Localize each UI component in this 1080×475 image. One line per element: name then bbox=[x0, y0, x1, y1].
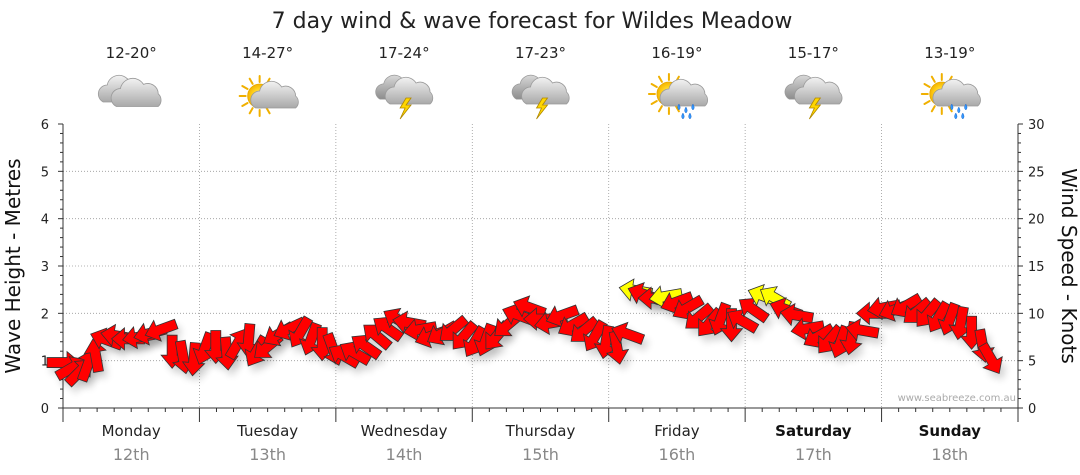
day-name: Monday bbox=[102, 422, 161, 440]
wind-arrow-shadow bbox=[677, 301, 709, 326]
tick-label-right: 15 bbox=[1028, 260, 1045, 275]
y-axis-right-ticks: 0 5 10 15 20 25 30 bbox=[1028, 118, 1045, 417]
wind-arrow bbox=[288, 315, 314, 348]
wind-arrow bbox=[977, 341, 1003, 375]
wind-arrow bbox=[582, 319, 608, 352]
temp-range: 17-23° bbox=[515, 44, 566, 62]
day-date: 15th bbox=[522, 445, 559, 464]
day-labels: Monday 12th Tuesday 13th Wednesday 14th Thursd… bbox=[102, 422, 982, 464]
wind-arrow-shadows bbox=[51, 285, 1007, 393]
day-date: 12th bbox=[113, 445, 150, 464]
axes bbox=[58, 123, 1023, 422]
wind-arrow bbox=[298, 321, 322, 356]
wind-arrow bbox=[605, 330, 630, 365]
wind-arrow bbox=[363, 324, 393, 351]
wind-arrow bbox=[779, 302, 815, 327]
cloudy-icon bbox=[97, 74, 162, 107]
temp-range: 13-19° bbox=[924, 44, 975, 62]
wind-arrow bbox=[790, 317, 825, 341]
day-name: Sunday bbox=[919, 422, 982, 440]
day-name: Tuesday bbox=[236, 422, 298, 440]
wind-arrow bbox=[351, 334, 383, 361]
tick-label-right: 20 bbox=[1028, 213, 1045, 228]
partly-cloudy-icon bbox=[238, 75, 299, 117]
y-axis-left-ticks: 0 1 2 3 4 5 6 bbox=[41, 118, 49, 417]
day-name: Saturday bbox=[775, 422, 852, 440]
wind-arrow bbox=[273, 316, 307, 341]
y-axis-left-label: Wave Height - Metres bbox=[1, 158, 25, 373]
thunderstorm-icon bbox=[511, 74, 570, 120]
tick-label-right: 30 bbox=[1028, 118, 1045, 133]
wind-arrow bbox=[403, 318, 438, 342]
tick-label-left: 1 bbox=[41, 355, 49, 370]
wind-arrow bbox=[373, 316, 405, 343]
wind-arrow bbox=[660, 291, 695, 315]
credit-text: www.seabreeze.com.au bbox=[898, 393, 1016, 404]
wind-arrow bbox=[803, 323, 836, 349]
tick-label-right: 10 bbox=[1028, 307, 1045, 322]
thunderstorm-icon bbox=[375, 74, 434, 120]
day-date: 14th bbox=[386, 445, 423, 464]
day-date: 17th bbox=[795, 445, 832, 464]
wind-arrow bbox=[339, 341, 372, 366]
day-name: Wednesday bbox=[361, 422, 448, 440]
day-date: 18th bbox=[931, 445, 968, 464]
tick-label-left: 6 bbox=[41, 118, 49, 133]
temperature-row: 12-20° 14-27° 17-24° 17-23° 16-19° 15-17° 13-1… bbox=[106, 44, 976, 62]
wind-arrow bbox=[948, 305, 972, 341]
day-date: 13th bbox=[249, 445, 286, 464]
wind-arrows bbox=[46, 278, 1003, 388]
wind-arrow bbox=[513, 295, 547, 319]
wind-arrow bbox=[719, 308, 744, 343]
wind-arrow bbox=[648, 285, 684, 309]
temp-range: 14-27° bbox=[242, 44, 293, 62]
temp-range: 16-19° bbox=[651, 44, 702, 62]
temp-range: 12-20° bbox=[106, 44, 157, 62]
tick-label-right: 25 bbox=[1028, 165, 1045, 180]
temp-range: 17-24° bbox=[379, 44, 430, 62]
chart-title: 7 day wind & wave forecast for Wildes Me… bbox=[272, 9, 793, 34]
tick-label-right: 0 bbox=[1028, 402, 1036, 417]
tick-label-right: 5 bbox=[1028, 355, 1036, 370]
weather-icon-row bbox=[97, 73, 981, 120]
tick-label-left: 5 bbox=[41, 165, 49, 180]
sun-showers-icon bbox=[647, 73, 709, 120]
tick-label-left: 0 bbox=[41, 402, 49, 417]
day-name: Thursday bbox=[505, 422, 576, 440]
wind-arrow bbox=[738, 297, 770, 324]
wind-arrow bbox=[727, 308, 760, 334]
tick-label-left: 2 bbox=[41, 307, 49, 322]
wind-arrow bbox=[708, 301, 732, 336]
wind-arrow bbox=[545, 304, 580, 328]
tick-label-left: 4 bbox=[41, 213, 49, 228]
thunderstorm-icon bbox=[784, 74, 843, 120]
temp-range: 15-17° bbox=[788, 44, 839, 62]
wind-arrow bbox=[611, 321, 646, 345]
day-date: 16th bbox=[659, 445, 696, 464]
wind-arrow bbox=[845, 318, 880, 342]
wind-arrow bbox=[672, 294, 705, 320]
sun-showers-icon bbox=[920, 73, 981, 120]
tick-label-left: 3 bbox=[41, 260, 49, 275]
y-axis-right-label: Wind Speed - Knots bbox=[1057, 168, 1080, 364]
wind-arrow bbox=[144, 318, 179, 342]
day-name: Friday bbox=[654, 422, 700, 440]
